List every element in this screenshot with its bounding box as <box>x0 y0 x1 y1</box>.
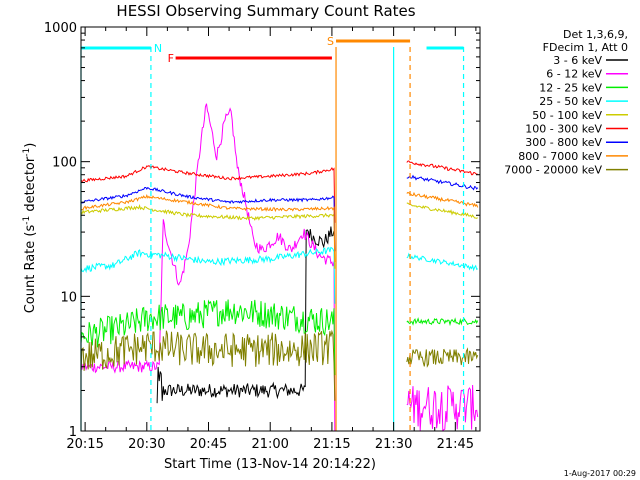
y-tick-label: 100 <box>52 156 77 171</box>
x-tick-label: 21:00 <box>251 437 288 452</box>
legend-header-1: Det 1,3,6,9, <box>563 28 628 41</box>
series-100-300-keV-line <box>80 160 478 223</box>
plot-frame <box>80 26 481 432</box>
series-800-7000-keV-line <box>80 191 479 263</box>
legend-label: 12 - 25 keV <box>539 81 602 94</box>
y-axis-label-end: ) <box>23 143 38 148</box>
legend-label: 50 - 100 keV <box>532 109 602 122</box>
x-tick-label: 20:45 <box>190 437 227 452</box>
series-6-12-keV-line <box>80 103 479 432</box>
legend-label: 6 - 12 keV <box>546 68 602 81</box>
annotation-label-n: N <box>154 42 162 55</box>
footer-stamp: 1-Aug-2017 00:29 <box>564 469 636 478</box>
legend-label: 100 - 300 keV <box>525 123 602 136</box>
y-axis-label: Count Rate (s-1 detector-1) <box>22 143 38 314</box>
y-tick-label: 10 <box>60 290 77 305</box>
x-tick-label: 21:45 <box>437 437 474 452</box>
y-tick-label: 1 <box>69 425 77 440</box>
y-tick-label: 1000 <box>44 21 77 36</box>
plot-content <box>80 103 479 432</box>
series-25-50-keV-line <box>80 246 478 304</box>
annotation-label-f: F <box>168 52 174 65</box>
series-12-25-keV-line <box>80 299 479 376</box>
legend-header-2: FDecim 1, Att 0 <box>543 41 628 54</box>
x-tick-label: 20:30 <box>128 437 165 452</box>
legend-label: 3 - 6 keV <box>553 54 602 67</box>
series-3-6-keV-line <box>156 226 335 404</box>
y-axis-label-sup1: -1 <box>22 216 32 225</box>
x-axis-label: Start Time (13-Nov-14 20:14:22) <box>164 457 376 472</box>
legend-label: 25 - 50 keV <box>539 95 602 108</box>
series-7000-20000-keV-line <box>80 329 479 401</box>
chart-title: HESSI Observing Summary Count Rates <box>116 2 415 20</box>
series-50-100-keV-line <box>80 202 478 269</box>
legend-label: 7000 - 20000 keV <box>504 164 602 177</box>
y-axis-label-mid: detector <box>23 156 38 216</box>
x-tick-label: 20:15 <box>66 437 103 452</box>
y-axis-label-main: Count Rate (s <box>23 225 38 314</box>
axes-layer: 1 10 100 1000 20:15 20:30 20:45 21:00 21:15 21:30… <box>44 21 481 452</box>
y-axis-label-sup2: -1 <box>22 148 32 157</box>
x-tick-label: 21:15 <box>313 437 350 452</box>
x-tick-label: 21:30 <box>375 437 412 452</box>
legend-label: 800 - 7000 keV <box>518 150 602 163</box>
legend-label: 300 - 800 keV <box>525 136 602 149</box>
annotation-label-s: S <box>327 35 334 48</box>
annotation-layer: NF S <box>80 35 465 431</box>
series-300-800-keV-line <box>80 174 479 252</box>
